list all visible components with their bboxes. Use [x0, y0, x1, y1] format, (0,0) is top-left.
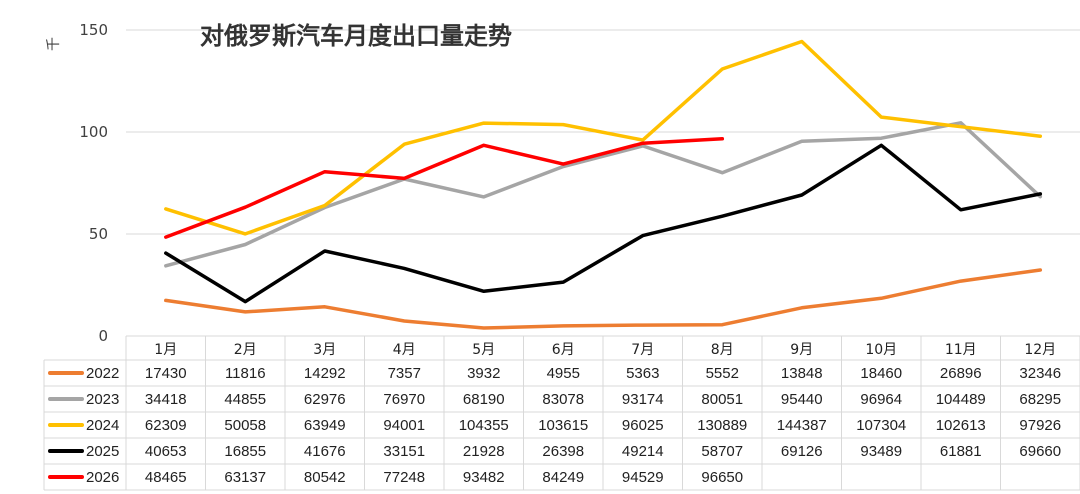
x-category-label: 1月 [154, 342, 177, 358]
table-cell: 96650 [701, 469, 743, 486]
table-cell: 93489 [860, 443, 902, 460]
table-cell: 62309 [145, 417, 187, 434]
table-cell: 95440 [781, 391, 823, 408]
table-cell: 144387 [777, 417, 827, 434]
table-cell: 102613 [936, 417, 986, 434]
table-cell: 44855 [224, 391, 266, 408]
y-tick-label: 150 [79, 21, 108, 39]
x-category-label: 2月 [234, 342, 257, 358]
table-cell: 80542 [304, 469, 346, 486]
chart-title: 对俄罗斯汽车月度出口量走势 [200, 22, 512, 50]
table-cell: 49214 [622, 443, 664, 460]
y-tick-label: 100 [79, 123, 108, 141]
x-category-label: 8月 [711, 342, 734, 358]
x-category-label: 11月 [945, 342, 977, 358]
table-cell: 76970 [383, 391, 425, 408]
data-table: 1月 2月 3月 4月 5月 6月 7月 8月 9月 10月 11月 12月 2022 17430 1181… [43, 336, 1080, 491]
table-cell: 80051 [701, 391, 743, 408]
table-cell: 83078 [542, 391, 584, 408]
table-cell: 97926 [1019, 417, 1061, 434]
x-category-label: 6月 [552, 342, 575, 358]
y-axis-ticks: 0 50 100 150 [79, 21, 108, 345]
table-cell: 13848 [781, 365, 823, 382]
table-cell: 68295 [1019, 391, 1061, 408]
table-cell: 69660 [1019, 443, 1061, 460]
table-cell: 48465 [145, 469, 187, 486]
series-line-2025 [164, 143, 1043, 304]
legend-label-2023: 2023 [86, 391, 119, 408]
table-cell: 34418 [145, 391, 187, 408]
x-category-label: 5月 [472, 342, 495, 358]
table-cell: 84249 [542, 469, 584, 486]
x-category-label: 9月 [790, 342, 813, 358]
series-line-2022 [164, 268, 1043, 330]
table-cell: 103615 [538, 417, 588, 434]
series-line-2024 [164, 39, 1043, 236]
table-cell: 26398 [542, 443, 584, 460]
table-cell: 61881 [940, 443, 982, 460]
table-cell: 94529 [622, 469, 664, 486]
table-cell: 32346 [1019, 365, 1061, 382]
table-cell: 7357 [388, 365, 421, 382]
table-cell: 5552 [706, 365, 739, 382]
table-cell: 94001 [383, 417, 425, 434]
table-cell: 62976 [304, 391, 346, 408]
x-category-label: 10月 [865, 342, 897, 358]
table-cell: 58707 [701, 443, 743, 460]
table-cell: 130889 [697, 417, 747, 434]
table-cell: 11816 [225, 365, 266, 382]
table-cell: 96964 [860, 391, 902, 408]
table-cell: 77248 [383, 469, 425, 486]
y-tick-label: 50 [89, 225, 108, 243]
table-cell: 63949 [304, 417, 346, 434]
table-cell: 96025 [622, 417, 664, 434]
table-cell: 5363 [626, 365, 659, 382]
table-cell: 69126 [781, 443, 823, 460]
table-cell: 3932 [467, 365, 500, 382]
legend-label-2022: 2022 [86, 365, 119, 382]
table-cell: 93482 [463, 469, 505, 486]
legend-label-2026: 2026 [86, 469, 119, 486]
table-cell: 50058 [224, 417, 266, 434]
table-cell: 14292 [304, 365, 346, 382]
table-cell: 26896 [940, 365, 982, 382]
table-cell: 104355 [459, 417, 509, 434]
table-cell: 40653 [145, 443, 187, 460]
table-cell: 18460 [860, 365, 902, 382]
x-category-label: 12月 [1024, 342, 1056, 358]
y-tick-label: 0 [98, 327, 108, 345]
table-cell: 68190 [463, 391, 505, 408]
table-cell: 107304 [856, 417, 906, 434]
series-line-2026 [164, 137, 725, 239]
legend-label-2025: 2025 [86, 443, 119, 460]
series-lines [164, 39, 1043, 330]
table-cell: 21928 [463, 443, 505, 460]
table-cell: 4955 [547, 365, 580, 382]
series-line-2023 [164, 121, 1043, 268]
legend-label-2024: 2024 [86, 417, 119, 434]
x-category-label: 7月 [631, 342, 654, 358]
x-category-label: 4月 [393, 342, 416, 358]
table-cell: 17430 [145, 365, 187, 382]
y-axis-unit-label: 千 [46, 37, 62, 51]
table-cell: 33151 [383, 443, 425, 460]
table-cell: 93174 [622, 391, 664, 408]
table-cell: 104489 [936, 391, 986, 408]
table-cell: 16855 [224, 443, 266, 460]
x-category-label: 3月 [313, 342, 336, 358]
table-cell: 41676 [304, 443, 346, 460]
table-cell: 63137 [224, 469, 266, 486]
